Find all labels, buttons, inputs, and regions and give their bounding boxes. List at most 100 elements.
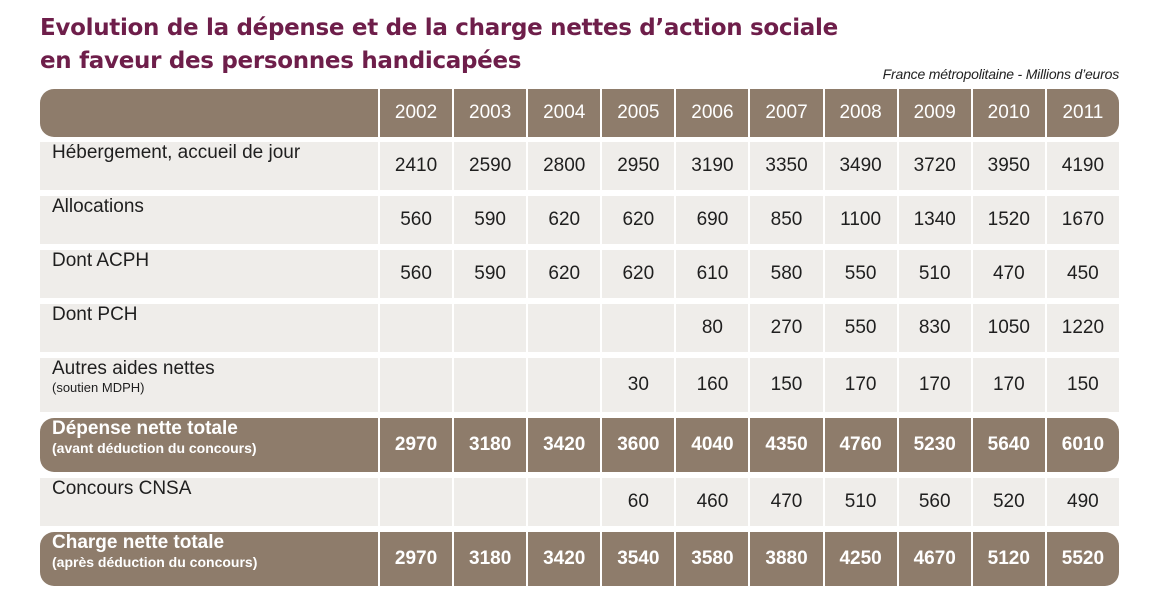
value-cell-2002: 2970 bbox=[378, 532, 453, 586]
value-cell-2009: 560 bbox=[896, 478, 971, 526]
table-row: Charge nette totale (après déduction du c… bbox=[40, 532, 1119, 586]
row-label: Dépense nette totale bbox=[52, 418, 238, 439]
value-cell-2003: 590 bbox=[452, 250, 527, 298]
table-row: Dépense nette totale (avant déduction du … bbox=[40, 418, 1119, 472]
value-cell-2006: 690 bbox=[674, 196, 749, 244]
value-cell-2008: 3490 bbox=[822, 142, 897, 190]
value-cell-2003: 590 bbox=[452, 196, 527, 244]
chart-title-line-2: en faveur des personnes handicapées bbox=[40, 48, 522, 74]
value-cell-2010: 520 bbox=[970, 478, 1045, 526]
column-header-2010: 2010 bbox=[970, 89, 1045, 137]
value-cell-2008: 4250 bbox=[822, 532, 897, 586]
column-header-2006: 2006 bbox=[674, 89, 749, 137]
value-cell-2007: 3880 bbox=[748, 532, 823, 586]
value-cell-2009: 1340 bbox=[896, 196, 971, 244]
value-cell-2008: 550 bbox=[822, 250, 897, 298]
value-cell-2003 bbox=[452, 304, 527, 352]
column-header-2004: 2004 bbox=[526, 89, 601, 137]
row-sublabel: (soutien MDPH) bbox=[52, 380, 145, 395]
value-cell-2010: 1050 bbox=[970, 304, 1045, 352]
value-cell-2006: 160 bbox=[674, 358, 749, 412]
table-row: Autres aides nettes (soutien MDPH) 30 160 15… bbox=[40, 358, 1119, 412]
column-header-2005: 2005 bbox=[600, 89, 675, 137]
value-cell-2010: 1520 bbox=[970, 196, 1045, 244]
value-cell-2005: 620 bbox=[600, 196, 675, 244]
chart-subtitle: France métropolitaine - Millions d’euros bbox=[882, 66, 1120, 82]
table-row: Hébergement, accueil de jour 2410 2590 2800… bbox=[40, 142, 1119, 190]
row-label-cell: Dont ACPH bbox=[40, 250, 378, 298]
value-cell-2009: 830 bbox=[896, 304, 971, 352]
table-row: Dont PCH 80 270 550 830 1050 1220 bbox=[40, 304, 1119, 352]
chart-title: Evolution de la dépense et de la charge … bbox=[40, 12, 838, 78]
value-cell-2004 bbox=[526, 478, 601, 526]
value-cell-2009: 3720 bbox=[896, 142, 971, 190]
value-cell-2004: 3420 bbox=[526, 532, 601, 586]
value-cell-2011: 1670 bbox=[1044, 196, 1119, 244]
value-cell-2011: 4190 bbox=[1044, 142, 1119, 190]
value-cell-2002: 2410 bbox=[378, 142, 453, 190]
value-cell-2010: 5640 bbox=[970, 418, 1045, 472]
value-cell-2011: 150 bbox=[1044, 358, 1119, 412]
value-cell-2007: 150 bbox=[748, 358, 823, 412]
value-cell-2005: 60 bbox=[600, 478, 675, 526]
chart-title-line-1: Evolution de la dépense et de la charge … bbox=[40, 15, 838, 41]
row-label-cell: Hébergement, accueil de jour bbox=[40, 142, 378, 190]
value-cell-2005: 3600 bbox=[600, 418, 675, 472]
value-cell-2011: 1220 bbox=[1044, 304, 1119, 352]
value-cell-2007: 3350 bbox=[748, 142, 823, 190]
value-cell-2010: 470 bbox=[970, 250, 1045, 298]
column-header-2002: 2002 bbox=[378, 89, 453, 137]
value-cell-2009: 170 bbox=[896, 358, 971, 412]
value-cell-2003 bbox=[452, 358, 527, 412]
value-cell-2002: 560 bbox=[378, 250, 453, 298]
value-cell-2004: 620 bbox=[526, 250, 601, 298]
value-cell-2003: 2590 bbox=[452, 142, 527, 190]
value-cell-2007: 580 bbox=[748, 250, 823, 298]
value-cell-2006: 80 bbox=[674, 304, 749, 352]
header-corner-cell bbox=[40, 89, 378, 137]
value-cell-2006: 3190 bbox=[674, 142, 749, 190]
row-label: Dont PCH bbox=[52, 304, 138, 325]
value-cell-2002 bbox=[378, 304, 453, 352]
row-label-cell: Autres aides nettes (soutien MDPH) bbox=[40, 358, 378, 412]
value-cell-2003 bbox=[452, 478, 527, 526]
value-cell-2003: 3180 bbox=[452, 418, 527, 472]
value-cell-2006: 460 bbox=[674, 478, 749, 526]
value-cell-2011: 490 bbox=[1044, 478, 1119, 526]
value-cell-2006: 610 bbox=[674, 250, 749, 298]
value-cell-2004: 3420 bbox=[526, 418, 601, 472]
column-header-2003: 2003 bbox=[452, 89, 527, 137]
value-cell-2007: 470 bbox=[748, 478, 823, 526]
value-cell-2007: 850 bbox=[748, 196, 823, 244]
value-cell-2008: 550 bbox=[822, 304, 897, 352]
data-table: 2002 2003 2004 2005 2006 2007 2008 2009 2010 2011… bbox=[40, 89, 1119, 589]
value-cell-2009: 5230 bbox=[896, 418, 971, 472]
value-cell-2009: 510 bbox=[896, 250, 971, 298]
value-cell-2005: 30 bbox=[600, 358, 675, 412]
row-label-cell: Dépense nette totale (avant déduction du … bbox=[40, 418, 378, 472]
value-cell-2008: 1100 bbox=[822, 196, 897, 244]
value-cell-2010: 170 bbox=[970, 358, 1045, 412]
row-label-cell: Dont PCH bbox=[40, 304, 378, 352]
value-cell-2002: 560 bbox=[378, 196, 453, 244]
value-cell-2004 bbox=[526, 304, 601, 352]
value-cell-2011: 450 bbox=[1044, 250, 1119, 298]
value-cell-2006: 3580 bbox=[674, 532, 749, 586]
value-cell-2010: 3950 bbox=[970, 142, 1045, 190]
value-cell-2004 bbox=[526, 358, 601, 412]
table-row: Concours CNSA 60 460 470 510 560 520 490 bbox=[40, 478, 1119, 526]
row-label: Concours CNSA bbox=[52, 478, 192, 499]
value-cell-2007: 4350 bbox=[748, 418, 823, 472]
column-header-2011: 2011 bbox=[1044, 89, 1119, 137]
value-cell-2002 bbox=[378, 478, 453, 526]
row-label-cell: Allocations bbox=[40, 196, 378, 244]
value-cell-2008: 170 bbox=[822, 358, 897, 412]
value-cell-2005: 2950 bbox=[600, 142, 675, 190]
value-cell-2005: 620 bbox=[600, 250, 675, 298]
value-cell-2003: 3180 bbox=[452, 532, 527, 586]
row-label: Autres aides nettes bbox=[52, 358, 215, 379]
value-cell-2004: 620 bbox=[526, 196, 601, 244]
value-cell-2009: 4670 bbox=[896, 532, 971, 586]
value-cell-2004: 2800 bbox=[526, 142, 601, 190]
column-header-2009: 2009 bbox=[896, 89, 971, 137]
